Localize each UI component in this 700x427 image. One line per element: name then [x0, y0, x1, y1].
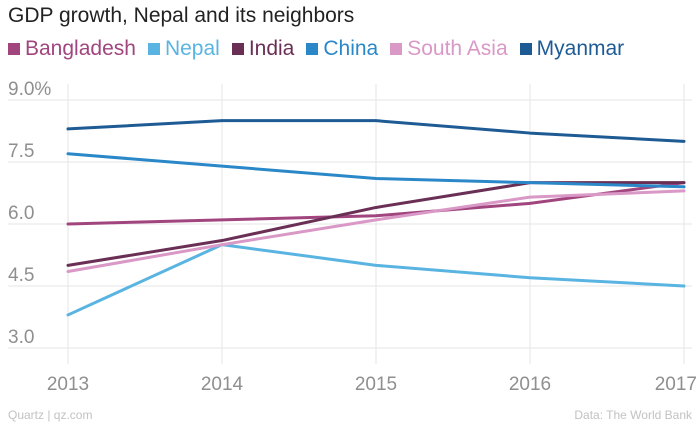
footer-source-right: Data: The World Bank [574, 408, 692, 422]
x-tick-label: 2014 [201, 374, 244, 395]
x-tick-label: 2015 [355, 374, 397, 395]
y-tick-label: 9.0% [8, 79, 51, 100]
legend-item-south-asia: South Asia [390, 37, 508, 61]
legend-swatch [8, 43, 20, 55]
x-tick-label: 2017 [655, 374, 697, 395]
series-line-south-asia [66, 189, 686, 274]
x-tick-label: 2013 [47, 374, 89, 395]
legend-item-bangladesh: Bangladesh [8, 37, 136, 61]
series-line-nepal [66, 243, 686, 317]
legend-label: Bangladesh [25, 37, 136, 60]
legend-label: South Asia [407, 37, 508, 60]
x-tick-label: 2016 [509, 374, 551, 395]
series-line-china [66, 152, 686, 189]
legend-swatch [306, 43, 319, 55]
legend-item-india: India [231, 37, 295, 61]
y-tick-label: 4.5 [8, 265, 34, 286]
legend-item-nepal: Nepal [147, 37, 220, 61]
legend-item-myanmar: Myanmar [519, 37, 625, 61]
legend-label: India [248, 37, 295, 60]
legend-item-china: China [306, 37, 378, 61]
footer-source-left: Quartz | qz.com [8, 408, 93, 422]
legend-label: Myanmar [536, 37, 625, 60]
legend-label: China [323, 37, 379, 60]
y-tick-label: 7.5 [8, 141, 34, 162]
legend-swatch [390, 43, 403, 55]
legend-swatch [147, 43, 160, 55]
chart-legend: Bangladesh Nepal India China South Asia Myanm… [8, 36, 636, 62]
legend-label: Nepal [164, 37, 220, 60]
legend-swatch [519, 43, 532, 55]
chart-title: GDP growth, Nepal and its neighbors [8, 4, 355, 27]
series-line-myanmar [66, 119, 686, 143]
legend-swatch [231, 43, 244, 55]
y-tick-label: 3.0 [8, 327, 34, 348]
y-tick-label: 6.0 [8, 203, 34, 224]
